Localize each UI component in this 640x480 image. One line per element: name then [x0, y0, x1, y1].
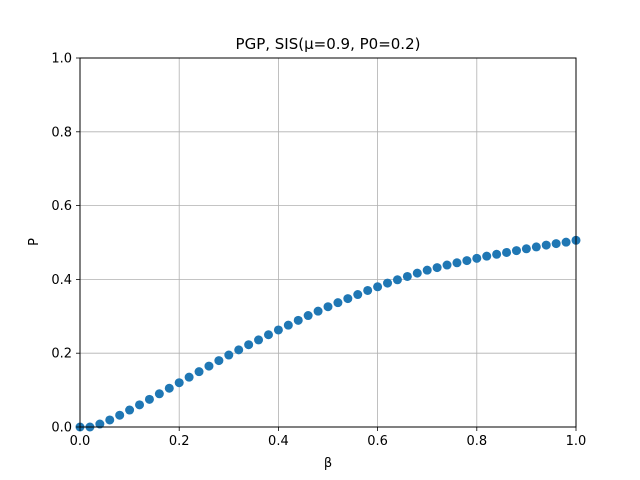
x-tick-label: 0.8: [466, 434, 487, 449]
data-point: [502, 247, 512, 257]
data-point: [224, 350, 234, 360]
data-point: [412, 268, 422, 278]
data-point: [263, 330, 273, 340]
data-point: [144, 394, 154, 404]
data-point: [452, 258, 462, 268]
data-point: [363, 285, 373, 295]
data-point: [392, 275, 402, 285]
y-tick-label: 0.0: [51, 421, 72, 436]
data-point: [184, 372, 194, 382]
chart-title: PGP, SIS(μ=0.9, P0=0.2): [236, 35, 421, 53]
data-point: [343, 294, 353, 304]
data-point: [551, 239, 561, 249]
data-point: [531, 242, 541, 252]
data-point: [105, 415, 115, 425]
data-point: [442, 260, 452, 270]
y-axis-label: P: [27, 238, 42, 246]
data-point: [482, 251, 492, 261]
data-point: [511, 246, 521, 256]
y-tick-label: 0.2: [51, 347, 72, 362]
data-point: [492, 249, 502, 259]
data-point: [521, 244, 531, 254]
data-point: [283, 320, 293, 330]
data-point: [194, 367, 204, 377]
x-tick-label: 0.6: [367, 434, 388, 449]
data-point: [115, 410, 125, 420]
data-point: [353, 290, 363, 300]
data-point: [402, 271, 412, 281]
data-point: [462, 256, 472, 266]
data-point: [254, 335, 264, 345]
data-point: [323, 302, 333, 312]
data-point: [472, 253, 482, 263]
data-point: [234, 345, 244, 355]
y-tick-label: 0.8: [51, 125, 72, 140]
data-point: [561, 237, 571, 247]
data-point: [244, 340, 254, 350]
data-point: [154, 389, 164, 399]
data-point: [313, 306, 323, 316]
data-point: [373, 282, 383, 292]
y-tick-label: 1.0: [51, 52, 72, 67]
data-point: [333, 298, 343, 308]
x-tick-label: 0.0: [70, 434, 91, 449]
y-tick-label: 0.4: [51, 273, 72, 288]
y-tick-label: 0.6: [51, 199, 72, 214]
data-point: [432, 263, 442, 273]
x-tick-label: 0.2: [169, 434, 190, 449]
x-tick-label: 1.0: [566, 434, 587, 449]
grid: [79, 57, 577, 428]
data-point: [293, 315, 303, 325]
data-point: [422, 265, 432, 275]
data-point: [383, 278, 393, 288]
data-point: [214, 356, 224, 366]
data-point: [174, 378, 184, 388]
data-point: [273, 325, 283, 335]
data-point: [204, 361, 214, 371]
data-point: [125, 405, 135, 415]
ticks: 0.0 0.2 0.4 0.6 0.8 1.0 0.0 0.2 0.4 0.6 0.8 1.0: [51, 52, 586, 450]
data-point: [303, 311, 313, 321]
x-axis-label: β: [324, 456, 332, 471]
data-point: [541, 240, 551, 250]
x-tick-label: 0.4: [268, 434, 289, 449]
data-point: [164, 383, 174, 393]
data-points: [75, 235, 581, 432]
plot-frame: [79, 57, 577, 428]
data-point: [95, 419, 105, 429]
data-point: [135, 400, 145, 410]
